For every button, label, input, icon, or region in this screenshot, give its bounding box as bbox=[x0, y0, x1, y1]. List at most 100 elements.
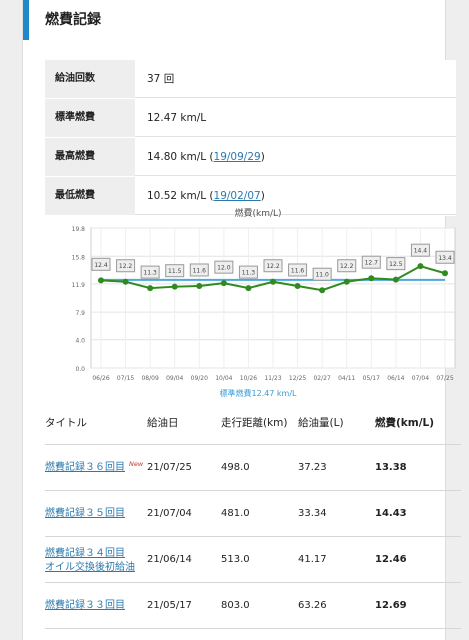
fuel-record-card: 燃費記録 給油回数 37 回 標準燃費 12.47 km/L 最高燃費 14.8… bbox=[22, 0, 461, 640]
table-row: 燃費記録３５回目 21/07/04 481.0 33.34 14.43 bbox=[45, 491, 461, 537]
data-point bbox=[343, 278, 350, 285]
data-label-box bbox=[435, 250, 455, 264]
section-accent-bar bbox=[23, 0, 29, 40]
stats-table: 給油回数 37 回 標準燃費 12.47 km/L 最高燃費 14.80 km/… bbox=[45, 60, 456, 216]
record-date: 21/07/04 bbox=[147, 508, 192, 519]
data-label: 12.2 bbox=[340, 263, 354, 270]
section-header: 燃費記録 bbox=[23, 0, 445, 40]
data-label-box bbox=[410, 243, 430, 257]
data-point bbox=[368, 275, 375, 282]
header-efficiency: 燃費(km/L) bbox=[375, 417, 435, 429]
data-label: 12.0 bbox=[217, 265, 231, 272]
table-row: 燃費記録３３回目 21/05/17 803.0 63.26 12.69 bbox=[45, 583, 461, 629]
x-tick-label: 07/25 bbox=[436, 375, 453, 382]
x-tick-label: 08/09 bbox=[141, 375, 158, 382]
data-point bbox=[220, 280, 227, 287]
data-label: 11.0 bbox=[315, 272, 329, 279]
header-distance: 走行距離(km) bbox=[221, 417, 288, 429]
header-fuel: 給油量(L) bbox=[298, 417, 344, 429]
y-tick-label: 11.9 bbox=[72, 282, 86, 289]
x-tick-label: 10/26 bbox=[240, 375, 257, 382]
record-date: 21/06/14 bbox=[147, 554, 192, 565]
history-header-row: タイトル 給油日 走行距離(km) 給油量(L) 燃費(km/L) bbox=[45, 410, 461, 445]
stats-row-worst: 最低燃費 10.52 km/L (19/02/07) bbox=[45, 177, 456, 216]
stats-value: 10.52 km/L (19/02/07) bbox=[135, 177, 456, 215]
data-label-box bbox=[189, 263, 209, 277]
x-tick-label: 09/04 bbox=[166, 375, 183, 382]
data-point bbox=[245, 285, 252, 292]
data-point bbox=[319, 287, 326, 294]
record-fuel: 63.26 bbox=[298, 600, 327, 611]
data-label: 11.3 bbox=[143, 270, 157, 277]
record-date: 21/05/17 bbox=[147, 600, 192, 611]
data-label: 12.7 bbox=[365, 260, 379, 267]
data-label: 13.4 bbox=[438, 255, 452, 262]
y-tick-label: 4.0 bbox=[75, 338, 85, 345]
record-link[interactable]: 燃費記録３４回目 bbox=[45, 548, 125, 559]
y-tick-label: 7.9 bbox=[75, 310, 85, 317]
stats-key: 標準燃費 bbox=[45, 99, 135, 137]
data-point bbox=[147, 285, 154, 292]
history-table: タイトル 給油日 走行距離(km) 給油量(L) 燃費(km/L) 燃費記録３６… bbox=[45, 410, 461, 629]
data-label-box bbox=[116, 259, 136, 273]
record-fuel: 37.23 bbox=[298, 462, 327, 473]
table-row: 燃費記録３６回目 New 21/07/25 498.0 37.23 13.38 bbox=[45, 445, 461, 491]
data-label: 12.4 bbox=[94, 262, 108, 269]
record-distance: 803.0 bbox=[221, 600, 250, 611]
x-tick-label: 10/04 bbox=[215, 375, 232, 382]
record-link[interactable]: 燃費記録３５回目 bbox=[45, 508, 125, 519]
data-label-box bbox=[214, 260, 234, 274]
data-point bbox=[270, 278, 276, 285]
data-label-box bbox=[238, 265, 258, 279]
data-point bbox=[294, 282, 301, 289]
stats-value: 12.47 km/L bbox=[135, 99, 456, 137]
worst-date-link[interactable]: 19/02/07 bbox=[213, 190, 261, 202]
data-label: 12.2 bbox=[119, 263, 133, 270]
data-label: 11.6 bbox=[291, 267, 305, 274]
data-label: 14.4 bbox=[414, 248, 428, 255]
chart-title: 燃費(km/L) bbox=[234, 207, 281, 219]
data-point bbox=[171, 283, 178, 290]
data-point bbox=[196, 282, 203, 289]
y-tick-label: 19.8 bbox=[72, 226, 86, 233]
x-tick-label: 05/17 bbox=[363, 375, 380, 382]
record-note-link[interactable]: オイル交換後初給油 bbox=[45, 562, 135, 573]
best-date-link[interactable]: 19/09/29 bbox=[213, 151, 261, 163]
x-tick-label: 06/14 bbox=[387, 375, 404, 382]
x-tick-label: 07/15 bbox=[117, 375, 134, 382]
data-point bbox=[98, 277, 104, 284]
table-row: 燃費記録３４回目 オイル交換後初給油 21/06/14 513.0 41.17 … bbox=[45, 537, 461, 583]
data-label: 11.3 bbox=[242, 270, 256, 277]
section-title: 燃費記録 bbox=[45, 12, 101, 28]
fuel-chart-svg: 燃費(km/L) 19.8 15.8 11.9 7.9 4.0 0.0 06/26 07/1… bbox=[72, 207, 456, 398]
data-label-box bbox=[165, 264, 185, 278]
header-title: タイトル bbox=[45, 417, 87, 429]
data-label-box bbox=[140, 265, 160, 279]
data-label-box bbox=[337, 259, 357, 273]
record-efficiency: 12.69 bbox=[375, 600, 407, 611]
stats-key: 最高燃費 bbox=[45, 138, 135, 176]
x-tick-label: 06/26 bbox=[92, 375, 109, 382]
data-label-box bbox=[263, 259, 283, 273]
data-label-box bbox=[288, 263, 308, 277]
data-label-box bbox=[386, 257, 406, 271]
record-link[interactable]: 燃費記録３３回目 bbox=[45, 600, 125, 611]
record-link[interactable]: 燃費記録３６回目 bbox=[45, 462, 125, 473]
stats-row-standard: 標準燃費 12.47 km/L bbox=[45, 99, 456, 138]
stats-key: 最低燃費 bbox=[45, 177, 135, 215]
chart-legend: 標準燃費12.47 km/L bbox=[219, 388, 297, 398]
record-efficiency: 14.43 bbox=[375, 508, 407, 519]
x-tick-label: 02/27 bbox=[313, 375, 330, 382]
record-efficiency: 12.46 bbox=[375, 554, 407, 565]
header-date: 給油日 bbox=[147, 417, 179, 429]
x-tick-label: 09/20 bbox=[191, 375, 208, 382]
record-fuel: 33.34 bbox=[298, 508, 327, 519]
data-label: 12.5 bbox=[389, 261, 403, 268]
record-efficiency: 13.38 bbox=[375, 462, 407, 473]
data-label: 12.2 bbox=[266, 263, 280, 270]
x-tick-label: 07/04 bbox=[412, 375, 429, 382]
data-label-box bbox=[361, 255, 381, 269]
stats-value: 14.80 km/L (19/09/29) bbox=[135, 138, 456, 176]
record-distance: 513.0 bbox=[221, 554, 250, 565]
x-tick-label: 12/25 bbox=[289, 375, 306, 382]
